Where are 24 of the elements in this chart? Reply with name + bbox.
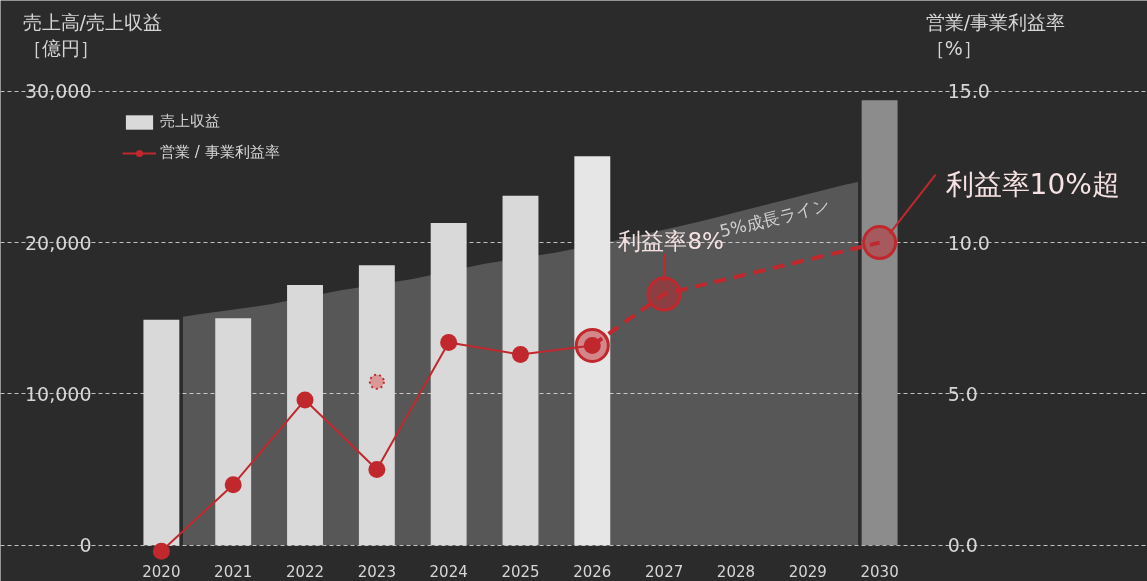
x-tick-label: 2021 [214,563,253,581]
x-tick-label: 2025 [501,563,540,581]
legend-label: 売上収益 [160,112,220,131]
y-tick-label: 30,000 [24,80,92,103]
x-tick-label: 2023 [357,563,396,581]
x-tick-label: 2026 [573,563,612,581]
y2-tick-label: 10.0 [947,231,990,254]
y-tick-label: 20,000 [24,231,92,254]
x-tick-label: 2024 [429,563,468,581]
x-tick-label: 2020 [142,563,181,581]
y-tick-label: 10,000 [24,382,92,405]
x-tick-label: 2030 [860,563,899,581]
legend-label: 営業 / 事業利益率 [160,143,280,162]
y2-axis-title: 営業/事業利益率［%］ [925,10,1066,59]
y-tick-label: 0 [79,534,92,557]
x-tick-label: 2028 [716,563,756,581]
x-tick-label: 2022 [285,563,325,581]
y2-tick-label: 0.0 [947,534,978,557]
y2-tick-label: 15.0 [947,80,990,103]
y-axis-title: 売上高/売上収益［億円］ [22,10,162,59]
annotation: 利益率10%超 [945,168,1120,202]
y2-tick-label: 5.0 [947,382,978,405]
x-tick-label: 2027 [645,563,684,581]
x-tick-label: 2029 [788,563,827,581]
